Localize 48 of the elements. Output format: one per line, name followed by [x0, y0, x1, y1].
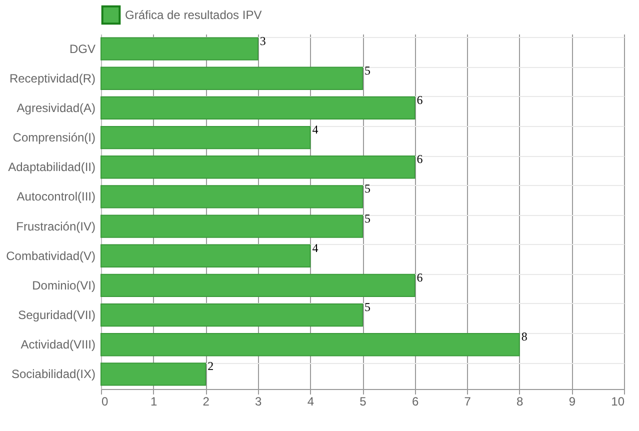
bar: [100, 96, 416, 120]
data-label: 5: [364, 63, 370, 78]
y-tick-label: Seguridad(VII): [18, 308, 96, 322]
x-tick-label: 4: [307, 394, 314, 408]
x-tick-label: 9: [568, 394, 576, 408]
data-label: 4: [312, 240, 318, 255]
y-tick-label: Dominio(VI): [32, 278, 96, 292]
data-label: 3: [260, 34, 266, 48]
y-tick-label: Comprensión(I): [12, 130, 96, 145]
x-tick-label: 2: [202, 394, 210, 408]
data-label: 6: [416, 152, 423, 166]
data-label: 5: [364, 211, 370, 226]
x-tick-label: 0: [102, 394, 108, 408]
y-tick-label: Autocontrol(III): [16, 190, 96, 204]
bar: [100, 185, 363, 208]
bar: [100, 214, 363, 238]
x-tick-label: 3: [255, 394, 262, 408]
bar: [100, 274, 416, 298]
x-tick-label: 7: [464, 394, 472, 408]
y-tick-label: Agresividad(A): [16, 100, 96, 115]
bar: [100, 244, 311, 268]
bar: [100, 156, 416, 179]
data-label: 5: [364, 300, 370, 314]
data-label: 5: [364, 182, 370, 196]
x-tick-label: 6: [412, 394, 419, 408]
bar: [100, 362, 206, 386]
bar: [100, 333, 520, 356]
bar: [100, 37, 258, 60]
y-tick-label: Actividad(VIII): [20, 338, 96, 352]
bar: [100, 303, 363, 327]
data-label: 6: [416, 270, 423, 284]
y-tick-label: Combatividad(V): [6, 248, 96, 263]
y-tick-label: Sociabilidad(IX): [11, 367, 96, 382]
data-label: 2: [208, 359, 214, 374]
data-label: 6: [416, 92, 423, 107]
x-tick-label: 8: [516, 394, 524, 408]
legend-label: Gráfica de resultados IPV: [125, 8, 262, 22]
y-tick-label: Adaptabilidad(II): [8, 160, 96, 174]
data-label: 4: [312, 122, 318, 137]
x-tick-label: 5: [360, 394, 367, 408]
data-label: 8: [521, 330, 528, 344]
x-tick-label: 10: [611, 394, 625, 408]
x-tick-label: 1: [150, 394, 158, 408]
y-tick-label: Receptividad(R): [9, 71, 96, 86]
bar: [100, 66, 363, 90]
bar: [100, 126, 311, 150]
y-tick-label: Frustración(IV): [16, 219, 96, 234]
y-tick-label: DGV: [69, 42, 96, 56]
